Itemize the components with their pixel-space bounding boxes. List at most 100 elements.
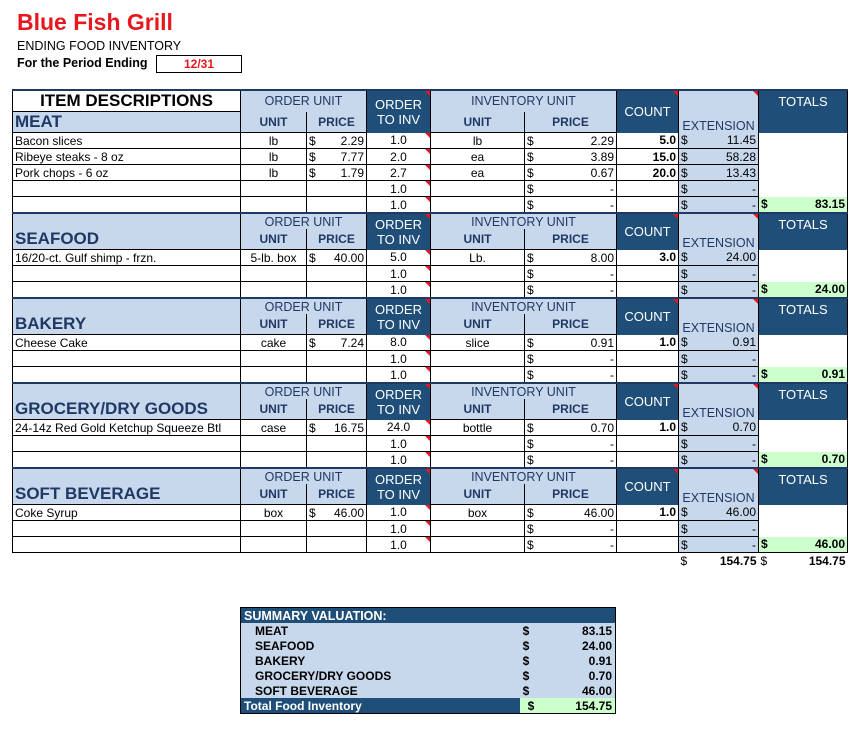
count-value[interactable]: [616, 281, 680, 299]
item-description[interactable]: Ribeye steaks - 8 oz: [12, 148, 241, 165]
order-price[interactable]: [306, 265, 367, 282]
inventory-unit[interactable]: bottle: [430, 419, 525, 436]
order-unit[interactable]: box: [240, 504, 307, 521]
inventory-unit[interactable]: [430, 180, 525, 197]
order-to-inv-ratio[interactable]: 2.7: [366, 164, 431, 181]
item-description[interactable]: 16/20-ct. Gulf shimp - frzn.: [12, 249, 241, 266]
order-to-inv-ratio[interactable]: 5.0: [366, 249, 431, 266]
order-price[interactable]: [306, 180, 367, 197]
inventory-unit[interactable]: [430, 520, 525, 537]
order-to-inv-ratio[interactable]: 2.0: [366, 148, 431, 165]
order-price[interactable]: [306, 435, 367, 452]
inventory-unit[interactable]: box: [430, 504, 525, 521]
order-price[interactable]: $7.77: [306, 148, 367, 165]
order-price[interactable]: [306, 196, 367, 214]
order-unit[interactable]: lb: [240, 164, 307, 181]
inventory-unit[interactable]: [430, 350, 525, 367]
order-to-inv-ratio[interactable]: 1.0: [366, 180, 431, 197]
order-price[interactable]: $40.00: [306, 249, 367, 266]
count-value[interactable]: 20.0: [616, 164, 680, 181]
item-description[interactable]: Coke Syrup: [12, 504, 241, 521]
count-value[interactable]: 15.0: [616, 148, 680, 165]
order-price[interactable]: $1.79: [306, 164, 367, 181]
order-to-inv-ratio[interactable]: 1.0: [366, 520, 431, 537]
order-to-inv-ratio[interactable]: 1.0: [366, 196, 431, 214]
order-unit[interactable]: [240, 265, 307, 282]
count-value[interactable]: [616, 366, 680, 384]
item-description[interactable]: [12, 196, 241, 214]
item-description[interactable]: [12, 180, 241, 197]
item-description[interactable]: [12, 350, 241, 367]
order-unit[interactable]: case: [240, 419, 307, 436]
inventory-unit[interactable]: lb: [430, 132, 525, 149]
count-value[interactable]: 1.0: [616, 504, 680, 521]
order-unit[interactable]: [240, 435, 307, 452]
order-price[interactable]: [306, 350, 367, 367]
order-to-inv-ratio[interactable]: 1.0: [366, 350, 431, 367]
order-to-inv-ratio[interactable]: 1.0: [366, 281, 431, 299]
count-value[interactable]: [616, 520, 680, 537]
order-price[interactable]: [306, 366, 367, 384]
order-to-inv-ratio[interactable]: 24.0: [366, 419, 431, 436]
count-value[interactable]: 3.0: [616, 249, 680, 266]
order-unit[interactable]: [240, 366, 307, 384]
inventory-unit[interactable]: slice: [430, 334, 525, 351]
count-value[interactable]: 1.0: [616, 419, 680, 436]
count-value[interactable]: [616, 180, 680, 197]
count-value[interactable]: 1.0: [616, 334, 680, 351]
count-value[interactable]: [616, 536, 680, 553]
order-unit[interactable]: [240, 350, 307, 367]
order-price[interactable]: [306, 451, 367, 469]
inventory-unit[interactable]: [430, 366, 525, 384]
inventory-unit[interactable]: [430, 196, 525, 214]
count-value[interactable]: [616, 435, 680, 452]
order-to-inv-ratio[interactable]: 1.0: [366, 536, 431, 553]
order-to-inv-ratio[interactable]: 1.0: [366, 366, 431, 384]
inventory-unit[interactable]: [430, 435, 525, 452]
order-unit[interactable]: [240, 451, 307, 469]
item-description[interactable]: Pork chops - 6 oz: [12, 164, 241, 181]
inventory-unit[interactable]: [430, 281, 525, 299]
item-description[interactable]: 24-14z Red Gold Ketchup Squeeze Btl: [12, 419, 241, 436]
count-value[interactable]: [616, 350, 680, 367]
order-unit[interactable]: [240, 196, 307, 214]
count-value[interactable]: [616, 451, 680, 469]
order-unit[interactable]: [240, 180, 307, 197]
order-price[interactable]: [306, 520, 367, 537]
order-unit[interactable]: 5-lb. box: [240, 249, 307, 266]
count-value[interactable]: [616, 265, 680, 282]
item-description[interactable]: [12, 520, 241, 537]
item-description[interactable]: [12, 435, 241, 452]
count-value[interactable]: 5.0: [616, 132, 680, 149]
item-description[interactable]: [12, 281, 241, 299]
inventory-unit[interactable]: ea: [430, 148, 525, 165]
inventory-unit[interactable]: [430, 265, 525, 282]
order-to-inv-ratio[interactable]: 8.0: [366, 334, 431, 351]
order-price[interactable]: $16.75: [306, 419, 367, 436]
order-unit[interactable]: cake: [240, 334, 307, 351]
order-unit[interactable]: [240, 536, 307, 553]
count-value[interactable]: [616, 196, 680, 214]
order-to-inv-ratio[interactable]: 1.0: [366, 265, 431, 282]
item-description[interactable]: [12, 536, 241, 553]
inventory-unit[interactable]: [430, 451, 525, 469]
inventory-unit[interactable]: [430, 536, 525, 553]
order-price[interactable]: $2.29: [306, 132, 367, 149]
order-unit[interactable]: [240, 281, 307, 299]
order-price[interactable]: [306, 536, 367, 553]
order-price[interactable]: $7.24: [306, 334, 367, 351]
order-to-inv-ratio[interactable]: 1.0: [366, 132, 431, 149]
inventory-unit[interactable]: ea: [430, 164, 525, 181]
order-to-inv-ratio[interactable]: 1.0: [366, 435, 431, 452]
item-description[interactable]: [12, 451, 241, 469]
item-description[interactable]: [12, 366, 241, 384]
item-description[interactable]: Cheese Cake: [12, 334, 241, 351]
order-price[interactable]: [306, 281, 367, 299]
item-description[interactable]: [12, 265, 241, 282]
order-unit[interactable]: lb: [240, 132, 307, 149]
order-unit[interactable]: [240, 520, 307, 537]
order-to-inv-ratio[interactable]: 1.0: [366, 504, 431, 521]
order-price[interactable]: $46.00: [306, 504, 367, 521]
inventory-unit[interactable]: Lb.: [430, 249, 525, 266]
order-to-inv-ratio[interactable]: 1.0: [366, 451, 431, 469]
